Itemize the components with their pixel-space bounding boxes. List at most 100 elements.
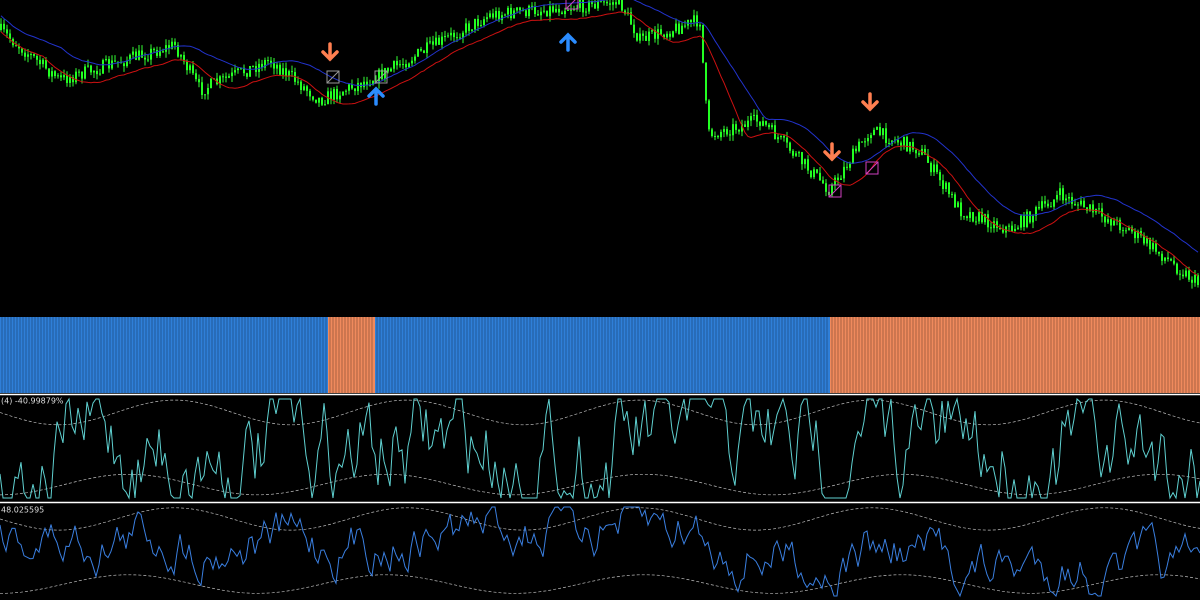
candle-body: [927, 154, 929, 163]
oscillator-label: (4) -40.99879%: [1, 397, 64, 406]
candle-body: [825, 183, 827, 192]
candle-body: [645, 35, 647, 41]
candle-body: [84, 66, 86, 79]
candle-body: [942, 180, 944, 189]
candle-body: [369, 84, 371, 86]
moving-average: [0, 0, 1199, 253]
candle-body: [759, 121, 761, 126]
candle-body: [399, 64, 401, 66]
candle-body: [960, 202, 962, 217]
candle-body: [1011, 225, 1013, 232]
candle-body: [27, 54, 29, 57]
candle-body: [117, 61, 119, 63]
candle-body: [288, 71, 290, 77]
candle-body: [396, 60, 398, 66]
candle-body: [234, 70, 236, 73]
sell-arrow: [861, 92, 879, 112]
candle-body: [363, 81, 365, 88]
candle-body: [669, 33, 671, 37]
candle-body: [1161, 253, 1163, 261]
candle-body: [714, 136, 716, 138]
signal-box: [374, 70, 388, 84]
candle-body: [51, 71, 53, 77]
candle-body: [1140, 231, 1142, 236]
candle-body: [348, 84, 350, 91]
candle-body: [465, 23, 467, 33]
candle-body: [1137, 231, 1139, 239]
candle-body: [261, 63, 263, 68]
candle-body: [231, 72, 233, 77]
candle-body: [1197, 275, 1199, 285]
candle-body: [726, 129, 728, 135]
candle-body: [174, 41, 176, 45]
candle-body: [879, 126, 881, 136]
candle-body: [771, 125, 773, 128]
candle-body: [195, 73, 197, 80]
candle-body: [591, 0, 593, 4]
candle-body: [1026, 211, 1028, 227]
candle-body: [534, 6, 536, 15]
candle-body: [558, 8, 560, 13]
candle-body: [102, 60, 104, 74]
candle-body: [636, 33, 638, 41]
candle-body: [642, 33, 644, 36]
candle-body: [615, 2, 617, 5]
candle-body: [1092, 204, 1094, 213]
candle-body: [1185, 270, 1187, 277]
candle-body: [303, 86, 305, 91]
candle-body: [1065, 198, 1067, 201]
candle-body: [1182, 274, 1184, 277]
sell-arrow: [321, 42, 339, 62]
oscillator-pane: [0, 397, 1200, 500]
candle-body: [504, 14, 506, 16]
candle-body: [990, 227, 992, 229]
candle-body: [444, 36, 446, 38]
candle-body: [1146, 238, 1148, 244]
histogram-band: [328, 317, 375, 393]
candle-body: [9, 33, 11, 39]
candle-body: [822, 180, 824, 184]
candle-body: [738, 129, 740, 132]
candle-body: [1038, 207, 1040, 209]
candle-body: [330, 91, 332, 100]
candle-body: [411, 60, 413, 64]
candle-body: [618, 0, 620, 5]
candle-body: [1134, 231, 1136, 239]
candle-body: [207, 87, 209, 95]
buy-arrow: [367, 86, 385, 106]
candle-body: [783, 135, 785, 138]
candle-body: [492, 13, 494, 18]
signal-box: [326, 70, 340, 84]
candle-body: [30, 54, 32, 56]
signal-box: [828, 184, 842, 198]
candle-body: [864, 141, 866, 143]
candle-body: [1071, 196, 1073, 204]
candle-body: [1173, 260, 1175, 264]
candle-body: [981, 212, 983, 223]
candle-body: [510, 7, 512, 19]
band-line: [0, 473, 1200, 496]
candle-body: [171, 41, 173, 49]
candle-body: [114, 60, 116, 62]
candle-body: [666, 33, 668, 38]
candle-body: [99, 73, 101, 75]
candle-body: [108, 59, 110, 69]
candle-body: [453, 32, 455, 38]
candle-body: [1032, 215, 1034, 223]
candle-body: [381, 69, 383, 80]
candle-body: [36, 55, 38, 60]
candle-body: [756, 114, 758, 122]
candle-body: [969, 212, 971, 219]
candle-body: [198, 79, 200, 83]
candle-body: [405, 64, 407, 68]
candle-body: [1053, 199, 1055, 207]
candle-body: [750, 116, 752, 121]
candle-body: [897, 139, 899, 143]
candle-body: [531, 5, 533, 7]
candle-body: [258, 63, 260, 72]
candle-body: [309, 90, 311, 97]
candle-body: [723, 129, 725, 132]
candle-body: [729, 134, 731, 136]
candle-body: [471, 29, 473, 31]
candle-body: [420, 48, 422, 51]
